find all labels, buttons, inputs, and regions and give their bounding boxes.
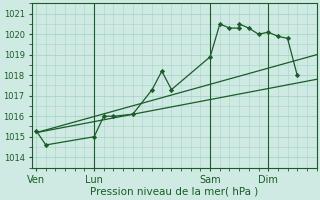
X-axis label: Pression niveau de la mer( hPa ): Pression niveau de la mer( hPa ) [90, 187, 259, 197]
